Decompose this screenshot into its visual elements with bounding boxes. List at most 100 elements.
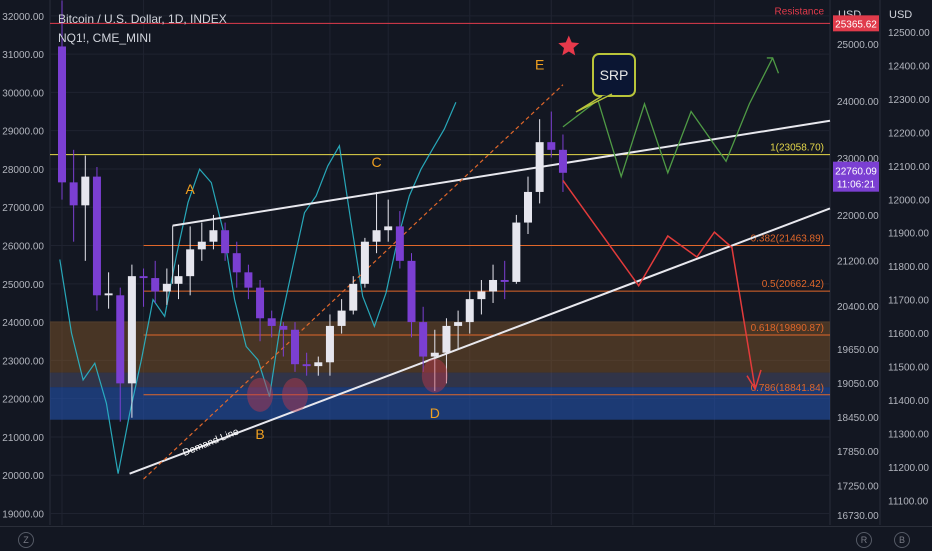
resistance-price-label: 25365.62: [835, 19, 877, 30]
support-zone-blue: [50, 387, 830, 420]
current-price-tag: [833, 161, 879, 192]
candle-body: [162, 283, 171, 292]
y-tick-label-right: 16730.00: [837, 511, 879, 522]
y-tick-label-right: 24000.00: [837, 97, 879, 108]
srp-callout: [592, 53, 636, 97]
y-tick-label-right: 19650.00: [837, 345, 879, 356]
candle-body: [256, 287, 265, 319]
wave-label: A: [185, 181, 195, 197]
bearish-arrow-head: [746, 369, 762, 391]
y-tick-label-right: 21200.00: [837, 257, 879, 268]
highlight-circle: [282, 377, 308, 412]
candle-body: [524, 191, 532, 223]
y-tick-label-left: 30000.00: [2, 88, 44, 99]
y-tick-label-left: 31000.00: [2, 50, 44, 61]
y-tick-label-right: 20400.00: [837, 302, 879, 313]
chart-title: Bitcoin / U.S. Dollar, 1D, INDEX: [58, 12, 227, 26]
candle-body: [139, 276, 148, 279]
candle-body: [174, 276, 183, 284]
y-tick-label-right2: 12500.00: [888, 28, 930, 39]
candle-body: [512, 222, 521, 282]
srp-pointer: [575, 93, 613, 113]
y-tick-label-right2: 11900.00: [888, 229, 929, 240]
candle-body: [454, 322, 463, 326]
resistance-label: Resistance: [775, 6, 825, 17]
y-tick-label-left: 26000.00: [2, 242, 44, 253]
y-tick-label-right2: 12300.00: [888, 95, 930, 106]
fib-level-label: 0.382(21463.89): [751, 233, 824, 244]
y-tick-label-right2: 11300.00: [888, 429, 929, 440]
candle-body: [419, 322, 428, 357]
bullish-arrow-head: [766, 57, 780, 74]
candle-body: [314, 362, 323, 367]
bullish-projection: [562, 57, 774, 179]
candle-body: [558, 149, 567, 173]
candle-body: [81, 176, 90, 206]
bottom-toolbar: Z R B: [0, 526, 932, 551]
candle-body: [407, 260, 416, 323]
fib-level-label: 0.618(19890.87): [751, 323, 824, 334]
right-price-axis: [830, 0, 880, 525]
y-tick-label-left: 32000.00: [2, 12, 44, 23]
upper-trend-line: [172, 119, 831, 227]
support-zone: [50, 372, 830, 388]
y-tick-label-right: 22000.00: [837, 211, 879, 222]
countdown-label: 11:06:21: [837, 180, 876, 191]
candle-body: [349, 283, 358, 311]
chart-subtitle: NQ1!, CME_MINI: [58, 31, 152, 45]
timezone-icon[interactable]: Z: [18, 532, 34, 548]
demand-trend-line: [129, 207, 831, 475]
y-tick-label-right2: 11800.00: [888, 262, 929, 273]
highlight-circle: [421, 358, 448, 393]
candle-body: [477, 291, 486, 300]
y-tick-label-left: 25000.00: [2, 280, 44, 291]
fib-level-label: 0.786(18841.84): [751, 383, 824, 394]
candle-body: [197, 241, 206, 250]
wave-label: C: [371, 154, 381, 170]
candle-body: [244, 272, 253, 288]
candle-body: [209, 230, 218, 242]
y-tick-label-right: 18450.00: [837, 413, 879, 424]
candle-body: [395, 226, 404, 261]
candle-body: [116, 295, 125, 384]
y-tick-label-left: 24000.00: [2, 318, 44, 329]
reset-scale-icon[interactable]: R: [856, 532, 872, 548]
y-tick-label-right: 17250.00: [837, 481, 879, 492]
candle-body: [489, 279, 498, 292]
y-tick-label-right: 17850.00: [837, 447, 879, 458]
candle-body: [279, 325, 288, 330]
y-tick-label-right2: 11200.00: [888, 463, 929, 474]
candle-body: [104, 293, 113, 296]
y-tick-label-right: 23000.00: [837, 154, 879, 165]
y-tick-label-right2: 11100.00: [888, 496, 929, 507]
bearish-projection: [562, 180, 756, 390]
y-tick-label-left: 19000.00: [2, 510, 44, 521]
candle-body: [221, 230, 230, 254]
y-tick-label-right2: 12200.00: [888, 128, 930, 139]
y-tick-label-right: 25000.00: [837, 40, 879, 51]
candle-body: [302, 364, 311, 367]
candle-body: [325, 325, 334, 363]
candle-body: [384, 226, 393, 231]
candle-body: [151, 278, 160, 292]
y-tick-label-left: 27000.00: [2, 203, 44, 214]
fib-level-label: 0.5(20662.42): [762, 279, 824, 290]
candle-body: [337, 310, 346, 326]
candle-body: [267, 318, 276, 326]
y-tick-label-left: 23000.00: [2, 356, 44, 367]
candle-body: [360, 241, 369, 284]
wave-label: B: [255, 426, 264, 442]
candle-body: [430, 352, 439, 357]
y-tick-label-left: 22000.00: [2, 395, 44, 406]
wave-label: E: [535, 56, 544, 72]
y-tick-label-right: 19050.00: [837, 379, 879, 390]
currency-label: USD: [889, 9, 912, 21]
candle-body: [291, 329, 299, 365]
candle-body: [535, 142, 544, 192]
candle-body: [372, 230, 381, 242]
resistance-price-tag: [833, 15, 879, 32]
y-tick-label-left: 21000.00: [2, 433, 44, 444]
scale-mode-icon[interactable]: B: [894, 532, 910, 548]
y-tick-label-left: 29000.00: [2, 127, 44, 138]
